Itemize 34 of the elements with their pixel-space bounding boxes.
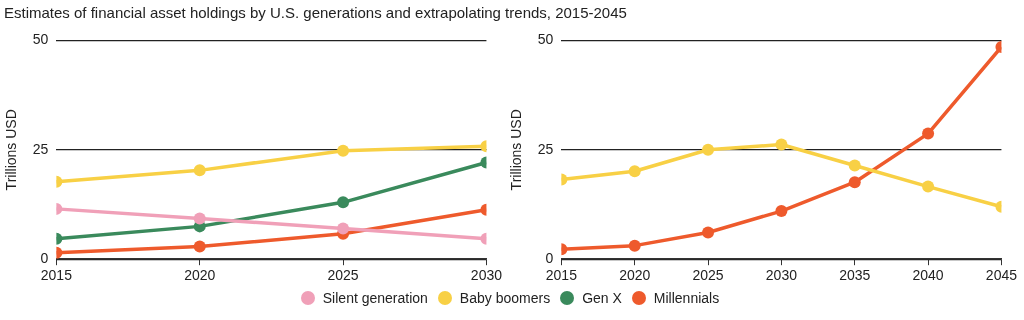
point [775, 205, 788, 218]
x-tick-label: 2015 [545, 267, 578, 284]
y-axis-title: Trillions USD [3, 109, 20, 191]
point [775, 138, 788, 151]
chart-title: Estimates of financial asset holdings by U.S. generations and extrapolating trends, 2015-2045 [3, 3, 628, 23]
y-tick-label: 50 [32, 31, 49, 48]
y-tick-label: 0 [40, 250, 49, 267]
x-tick-label: 2045 [985, 267, 1018, 284]
y-tick-label: 50 [537, 31, 554, 48]
point [922, 180, 935, 193]
x-tick-label: 2015 [40, 267, 73, 284]
y-tick-label: 0 [545, 250, 554, 267]
point [702, 143, 715, 156]
legend-label: Millennials [653, 290, 720, 306]
point [848, 176, 861, 189]
x-tick-label: 2020 [619, 267, 651, 284]
x-tick-label: 2025 [692, 267, 724, 284]
point [702, 226, 715, 239]
point [628, 239, 641, 252]
y-axis-title: Trillions USD [508, 109, 525, 191]
point [628, 165, 641, 178]
y-tick-label: 25 [537, 140, 554, 157]
legend-label: Baby boomers [459, 290, 551, 306]
x-tick-label: 2030 [765, 267, 798, 284]
x-tick-label: 2030 [470, 267, 503, 284]
legend-label: Silent generation [322, 290, 428, 306]
point [922, 127, 935, 140]
x-tick-label: 2020 [184, 267, 216, 284]
x-tick-label: 2035 [839, 267, 871, 284]
y-tick-label: 25 [32, 140, 49, 157]
x-tick-label: 2025 [327, 267, 359, 284]
legend-label: Gen X [582, 290, 622, 306]
point [848, 159, 861, 172]
x-tick-label: 2040 [912, 267, 944, 284]
